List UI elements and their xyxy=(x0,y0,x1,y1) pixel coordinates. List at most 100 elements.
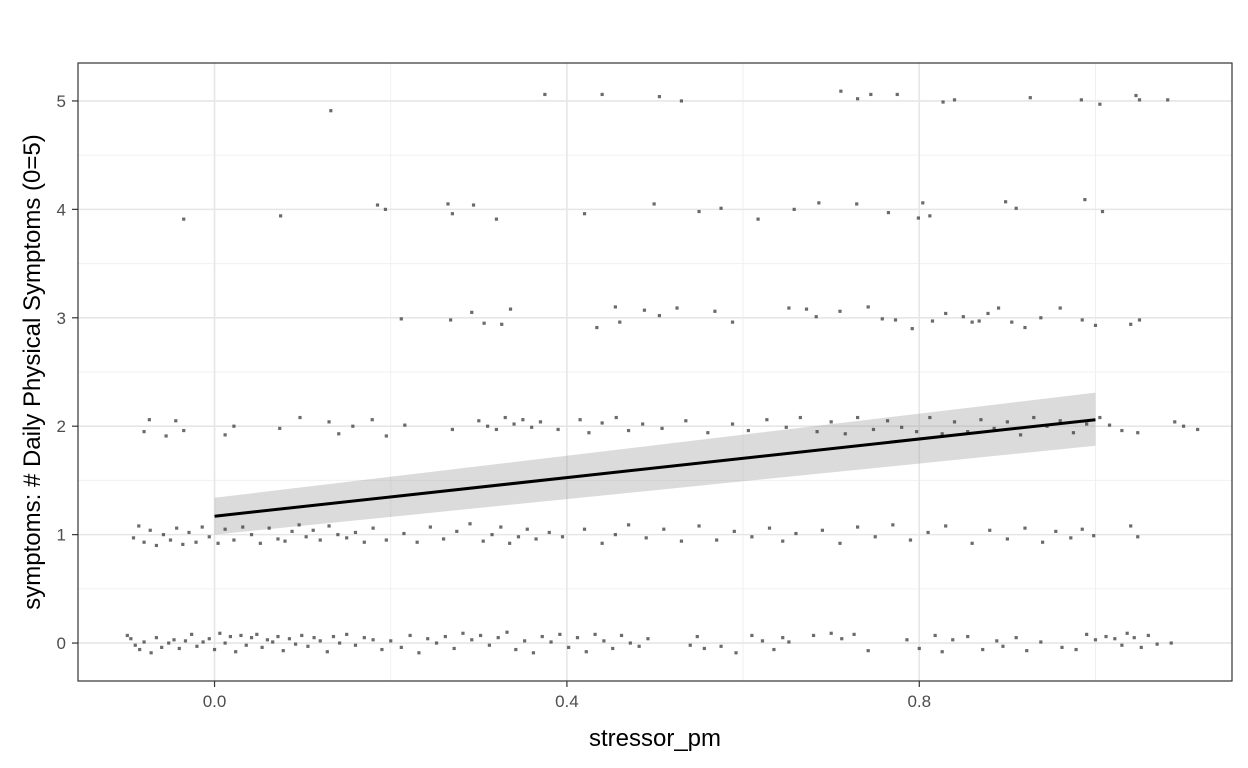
data-point xyxy=(750,633,754,638)
data-point xyxy=(679,539,684,543)
data-point xyxy=(494,217,499,221)
data-point xyxy=(966,634,970,639)
data-point xyxy=(353,643,358,647)
data-point xyxy=(582,212,587,216)
data-point xyxy=(212,647,217,652)
data-point xyxy=(216,541,220,545)
data-point xyxy=(402,531,406,536)
data-point xyxy=(200,525,204,529)
data-point xyxy=(450,427,454,432)
data-point xyxy=(154,636,159,640)
data-point xyxy=(1060,645,1064,649)
data-point xyxy=(239,633,243,638)
data-point xyxy=(593,632,597,636)
data-point xyxy=(829,631,833,635)
confidence-band xyxy=(214,392,1096,535)
data-point xyxy=(482,321,486,325)
data-point xyxy=(652,202,656,206)
data-point xyxy=(160,645,164,649)
data-point xyxy=(195,644,199,648)
data-point xyxy=(194,540,198,544)
data-point xyxy=(765,418,769,422)
data-point xyxy=(556,427,560,432)
data-point xyxy=(1137,318,1142,322)
data-point xyxy=(684,419,688,423)
data-point xyxy=(657,95,662,99)
data-point xyxy=(470,638,474,642)
data-point xyxy=(142,430,146,434)
data-point xyxy=(1120,428,1124,433)
data-point xyxy=(995,639,999,643)
data-point xyxy=(869,92,873,97)
data-point xyxy=(174,419,178,423)
data-points xyxy=(125,89,1200,655)
data-point xyxy=(719,206,723,210)
data-point xyxy=(207,535,211,539)
data-point xyxy=(614,415,618,420)
data-point xyxy=(852,632,856,636)
data-point xyxy=(952,98,957,102)
x-tick-label: 0.4 xyxy=(555,692,579,711)
data-point xyxy=(415,540,419,544)
data-point xyxy=(399,317,403,321)
data-point xyxy=(587,431,591,435)
data-point xyxy=(1092,534,1096,538)
data-point xyxy=(399,645,403,649)
data-point xyxy=(311,528,315,532)
data-point xyxy=(298,415,302,420)
data-point xyxy=(278,426,282,430)
data-point xyxy=(944,311,948,316)
data-point xyxy=(487,643,491,647)
data-point xyxy=(794,531,798,536)
data-point xyxy=(131,536,136,540)
data-point xyxy=(1098,415,1102,420)
data-point xyxy=(981,647,985,652)
data-point xyxy=(811,633,816,638)
data-point xyxy=(1134,93,1138,98)
data-point xyxy=(1155,642,1159,646)
y-tick-label: 0 xyxy=(57,634,66,653)
data-point xyxy=(525,527,529,531)
data-point xyxy=(486,424,490,428)
data-point xyxy=(702,646,706,651)
data-point xyxy=(353,530,358,535)
data-point xyxy=(891,523,895,527)
data-point xyxy=(908,538,913,542)
data-point xyxy=(1018,433,1023,437)
data-point xyxy=(856,415,860,420)
data-point xyxy=(167,641,171,645)
data-point xyxy=(1074,647,1078,652)
data-point xyxy=(886,211,891,215)
data-point xyxy=(172,638,176,642)
data-point xyxy=(600,421,604,425)
data-point xyxy=(516,535,521,539)
x-tick-label: 0.0 xyxy=(203,692,227,711)
data-point xyxy=(147,418,151,422)
y-tick-label: 5 xyxy=(57,92,66,111)
y-tick-label: 3 xyxy=(57,309,66,328)
data-point xyxy=(856,97,860,101)
data-point xyxy=(675,306,679,310)
data-point xyxy=(370,418,374,422)
data-point xyxy=(371,526,375,530)
data-point xyxy=(426,637,430,641)
data-point xyxy=(679,99,684,103)
data-point xyxy=(804,307,809,311)
data-point xyxy=(697,209,701,214)
data-point xyxy=(838,309,842,313)
data-point xyxy=(916,216,920,220)
data-point xyxy=(970,320,974,324)
data-point xyxy=(772,647,776,652)
data-point xyxy=(558,632,562,636)
data-point xyxy=(787,306,791,310)
data-point xyxy=(1104,634,1108,639)
data-point xyxy=(602,639,606,643)
data-point xyxy=(417,651,421,655)
data-point xyxy=(1058,306,1062,310)
data-point xyxy=(928,214,932,218)
data-point xyxy=(276,537,280,541)
data-point xyxy=(1025,649,1029,653)
data-point xyxy=(331,634,336,639)
data-point xyxy=(1080,527,1084,531)
